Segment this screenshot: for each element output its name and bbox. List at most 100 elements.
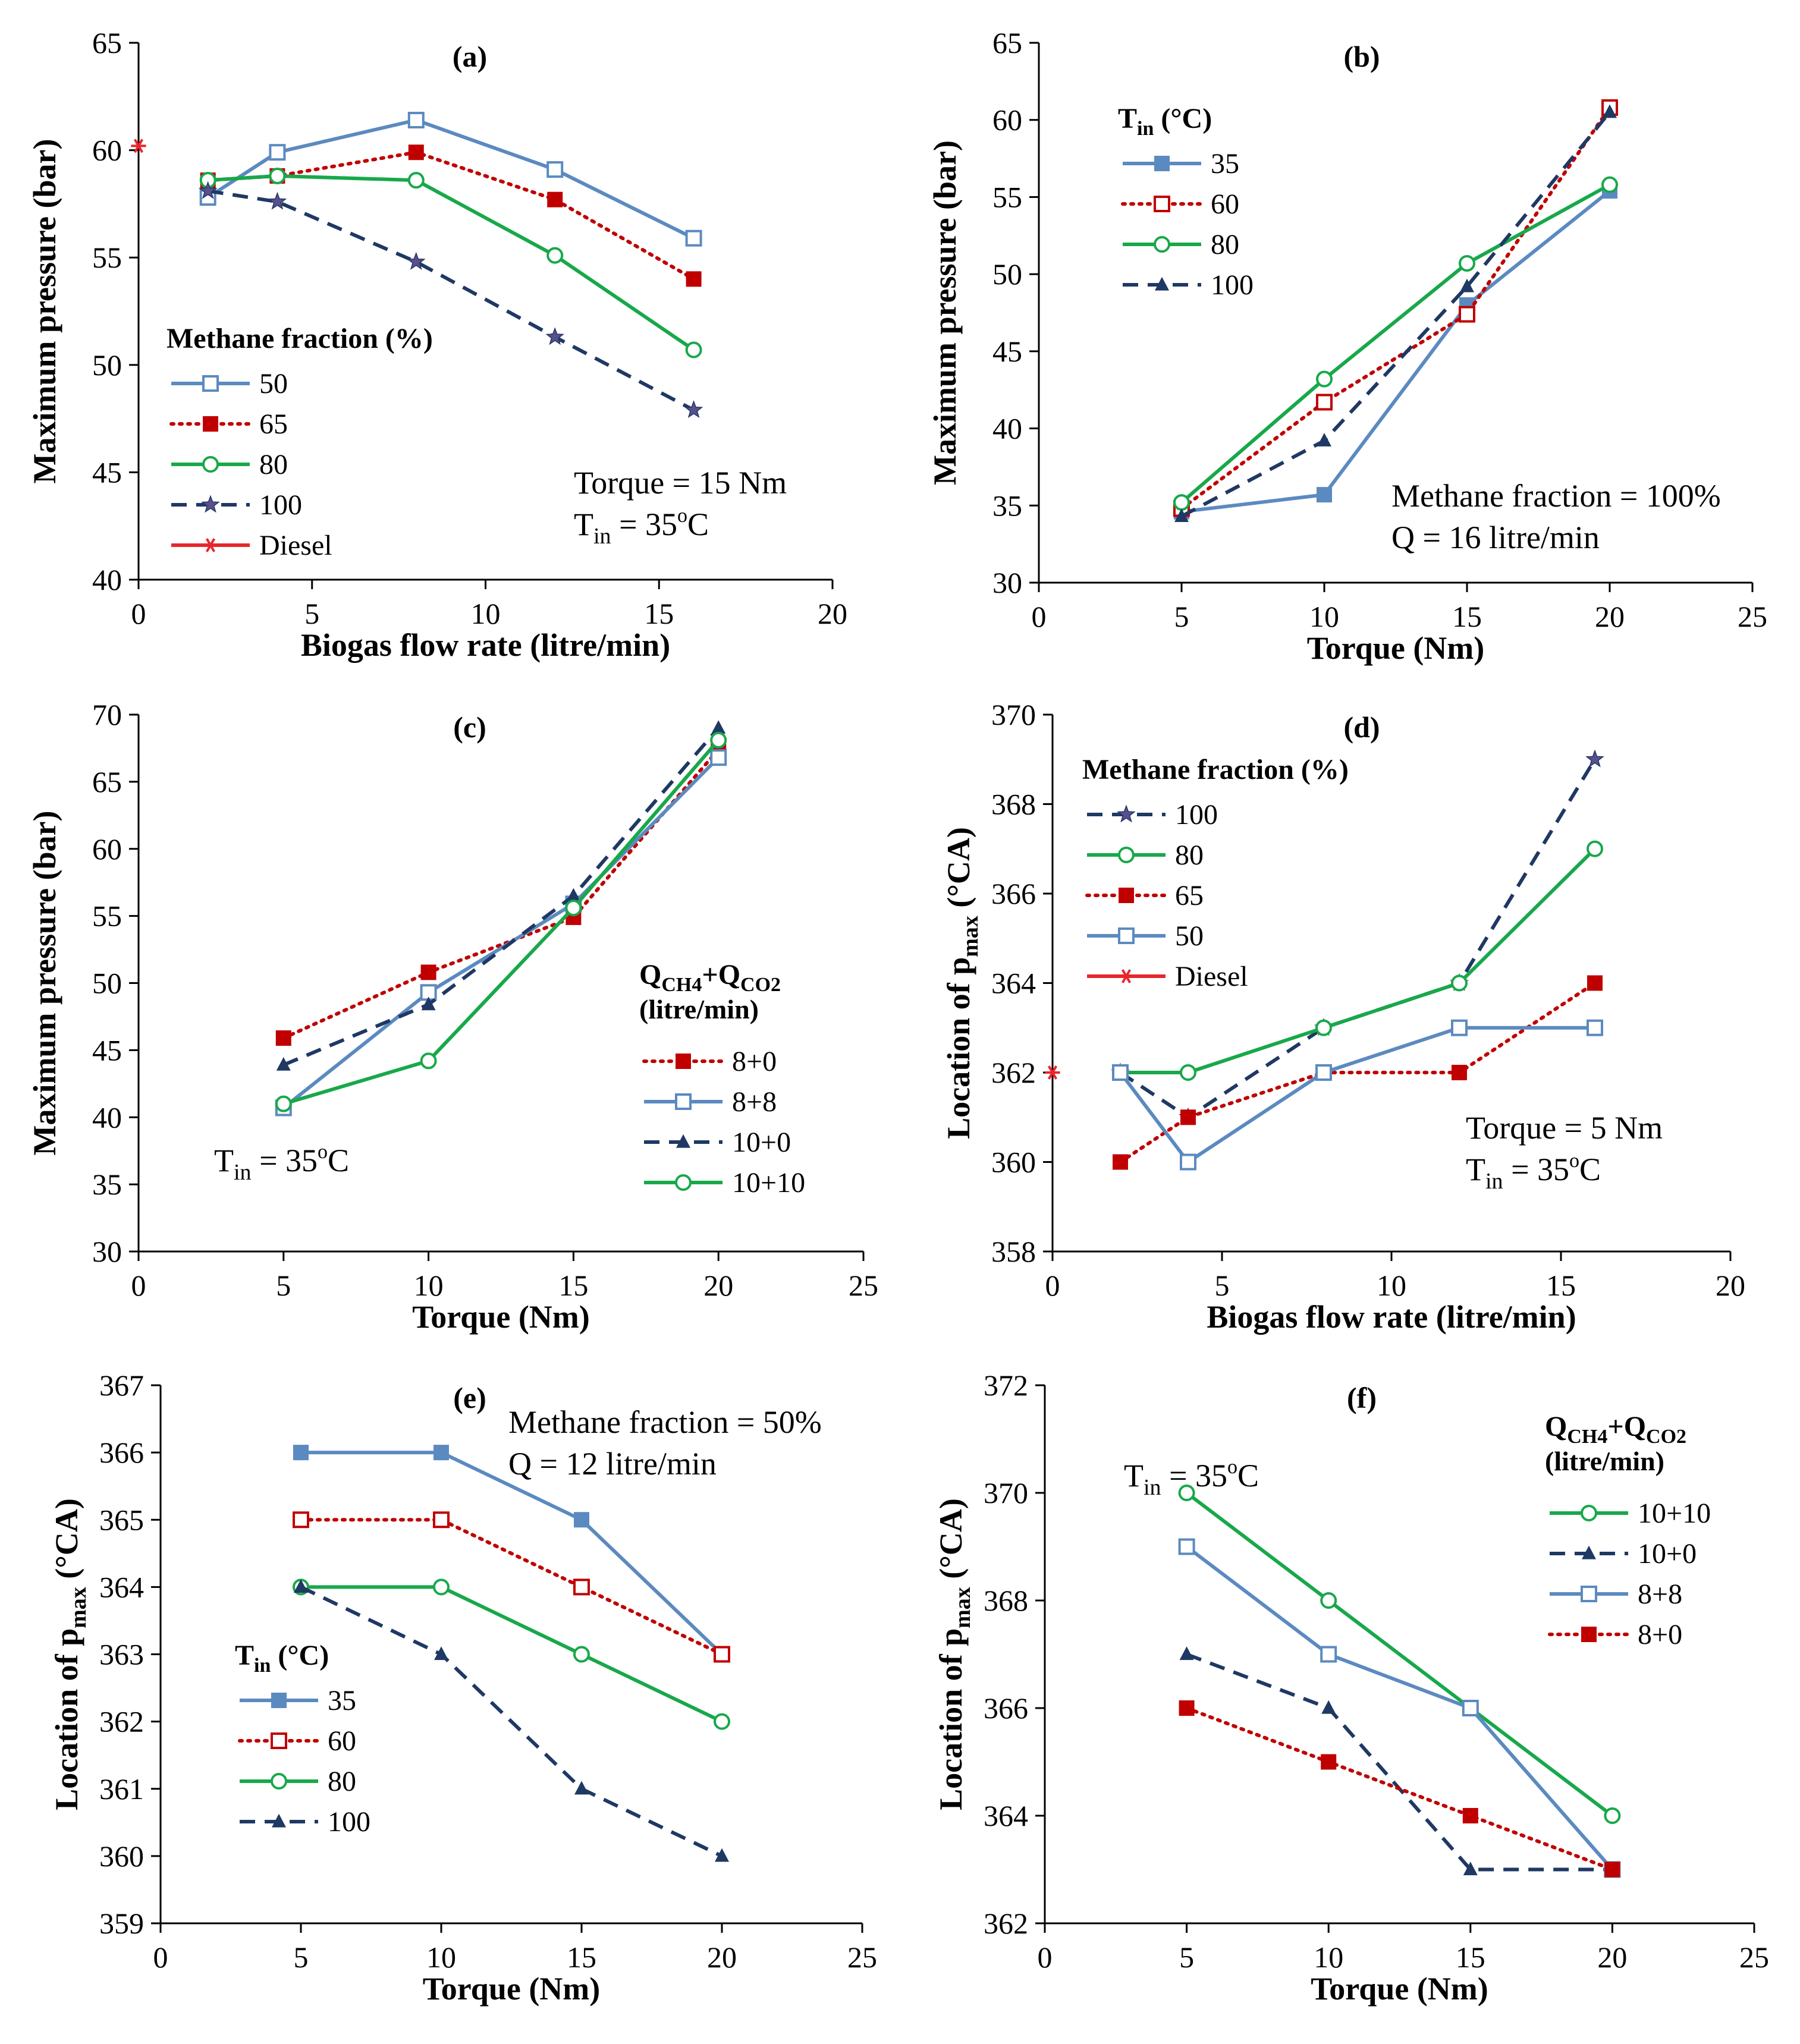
x-tick-label: 5 xyxy=(1179,1941,1194,1974)
marker-circle xyxy=(1173,494,1190,511)
series-8+8 xyxy=(1178,1538,1621,1878)
annotation-line1: Torque = 15 Nm xyxy=(574,465,787,501)
marker-circle xyxy=(714,1713,730,1730)
annotation-sub: in xyxy=(1144,1475,1161,1500)
annotation-line2: Tin = 35oC xyxy=(1466,1150,1601,1194)
marker-triangle xyxy=(1321,1700,1336,1714)
marker-square xyxy=(420,964,436,980)
marker-square xyxy=(1581,1586,1597,1602)
marker-square xyxy=(271,1732,287,1749)
legend-entry: 10+10 xyxy=(1550,1498,1711,1529)
series-line xyxy=(301,1451,724,1656)
chart-f: 362 364 366 368 370 372 0 5 10 15 20 25 Torque (Nm) L… xyxy=(933,1369,1769,2007)
marker-asterisk-stroke xyxy=(1047,1065,1058,1080)
chart-a: 40 45 50 55 60 65 0 5 10 15 20 Biogas flow rate (li… xyxy=(27,26,847,663)
legend-title-part: Q xyxy=(639,959,661,990)
legend-entry: 35 xyxy=(240,1685,356,1716)
chart-c: 30 35 40 45 50 55 60 65 70 0 5 10 15 20 25 Torque (Nm) M… xyxy=(27,698,878,1335)
annotation-part: C xyxy=(1579,1152,1601,1187)
annotation-part: = 35 xyxy=(1161,1458,1227,1493)
legend-label: Diesel xyxy=(1175,961,1248,992)
legend-title-part: Q xyxy=(1545,1411,1567,1442)
marker-asterisk-stroke xyxy=(133,139,144,153)
y-tick-label: 40 xyxy=(92,563,122,596)
y-tick-label: 60 xyxy=(92,832,122,866)
marker-square xyxy=(1315,1064,1332,1081)
marker-square xyxy=(433,1511,450,1529)
legend-entry: 80 xyxy=(1087,839,1204,871)
marker-circle xyxy=(1316,370,1333,388)
marker-circle xyxy=(1320,1592,1337,1609)
legend-label: 8+0 xyxy=(732,1046,777,1077)
y-tick-label: 50 xyxy=(92,967,122,1000)
marker-square xyxy=(685,229,702,247)
legend-label: 10+10 xyxy=(1638,1498,1711,1529)
y-tick-label: 363 xyxy=(99,1638,144,1671)
legend-label: 80 xyxy=(328,1766,356,1797)
x-tick-label: 20 xyxy=(703,1269,733,1302)
marker-star xyxy=(1117,804,1136,823)
marker-triangle xyxy=(574,1781,589,1795)
legend-entry: 10+0 xyxy=(1550,1538,1697,1570)
y-axis-label-sub: max xyxy=(958,916,983,957)
marker-square xyxy=(676,1054,691,1069)
x-tick-label: 25 xyxy=(847,1941,877,1974)
y-axis-label-part: (°CA) xyxy=(941,827,976,916)
legend-title-sub: CH4 xyxy=(661,974,702,996)
legend-entry: 80 xyxy=(171,449,288,480)
y-tick-label: 55 xyxy=(92,241,122,274)
marker-circle xyxy=(433,1578,450,1596)
y-axis-label: Location of pmax (°CA) xyxy=(941,827,983,1139)
x-tick-label: 5 xyxy=(1174,600,1189,633)
marker-circle xyxy=(1315,1019,1332,1036)
x-axis-label: Biogas flow rate (litre/min) xyxy=(301,627,670,663)
legend-entry: 35 xyxy=(1123,148,1239,180)
marker-circle xyxy=(1154,236,1170,253)
legend: QCH4+QCO2(litre/min) 8+0 8+8 10+0 10+10 xyxy=(639,959,805,1199)
x-tick-label: 5 xyxy=(1215,1269,1230,1302)
marker-asterisk xyxy=(203,538,218,552)
legend-entry: 80 xyxy=(240,1766,356,1797)
series-80 xyxy=(293,1578,730,1730)
legend-label: 10+10 xyxy=(732,1167,805,1199)
series-line xyxy=(208,189,695,412)
y-tick-label: 50 xyxy=(992,257,1022,291)
legend-entry: Diesel xyxy=(1087,961,1248,992)
series-line xyxy=(1119,758,1597,1120)
marker-asterisk xyxy=(1119,969,1134,983)
y-tick-label: 45 xyxy=(92,455,122,489)
legend-label: 8+0 xyxy=(1638,1619,1682,1650)
marker-square xyxy=(714,1646,730,1663)
x-tick-label: 5 xyxy=(294,1941,309,1974)
annotation-part: C xyxy=(328,1143,349,1178)
chart-e: 359 360 361 362 363 364 365 366 367 0 5 10 15 20 25 Tor… xyxy=(49,1369,877,2007)
x-tick-label: 10 xyxy=(414,1269,444,1302)
marker-square xyxy=(1154,156,1170,171)
marker-triangle xyxy=(294,1579,308,1593)
marker-circle xyxy=(565,900,582,917)
legend-title: Methane fraction (%) xyxy=(167,323,433,354)
y-tick-label: 361 xyxy=(99,1772,144,1806)
x-tick-label: 10 xyxy=(471,597,501,630)
x-tick-label: 20 xyxy=(707,1941,737,1974)
legend-label: 100 xyxy=(328,1806,370,1838)
legend-label: 100 xyxy=(1211,269,1254,301)
marker-square xyxy=(1462,1700,1479,1716)
legend-entry: 60 xyxy=(1121,188,1239,220)
legend-entry: 8+8 xyxy=(1550,1578,1682,1610)
marker-circle xyxy=(1178,1485,1195,1501)
legend-label: 10+0 xyxy=(1638,1538,1697,1570)
series-80 xyxy=(1173,176,1618,511)
legend-title-sub: in xyxy=(254,1655,271,1677)
legend-label: 80 xyxy=(1211,229,1239,260)
series-8+8 xyxy=(275,749,727,1117)
marker-square xyxy=(1462,1808,1478,1823)
panel-label: (d) xyxy=(1343,710,1380,744)
marker-circle xyxy=(1451,974,1468,992)
x-tick-label: 25 xyxy=(1739,1941,1769,1974)
marker-square xyxy=(293,1445,309,1461)
x-tick-label: 20 xyxy=(1595,600,1625,633)
x-tick-label: 10 xyxy=(1314,1941,1343,1974)
legend-entry: 10+0 xyxy=(644,1127,791,1158)
series-line xyxy=(282,756,720,1109)
